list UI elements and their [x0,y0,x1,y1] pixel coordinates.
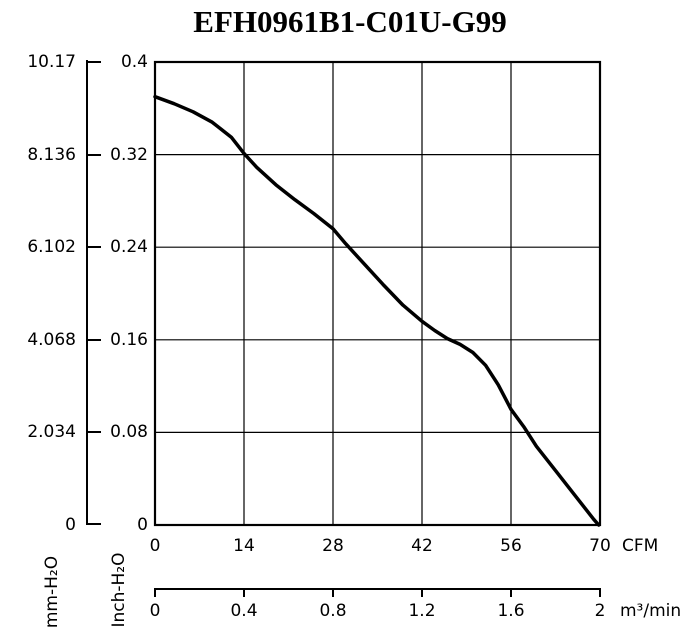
m3min-axis-line [155,588,601,590]
inch-axis-tick-label: 0 [137,515,148,535]
inch-axis-tick-label: 0.08 [110,422,148,442]
mm-axis-tick [88,431,101,433]
m3min-axis-tick [421,588,423,597]
cfm-axis-tick-label: 70 [589,536,611,556]
m3min-axis-tick-label: 0.4 [230,601,258,621]
cfm-axis-tick-label: 14 [233,536,255,556]
mm-axis-line [86,60,88,525]
mm-axis-tick [88,61,101,63]
mm-axis-tick-label: 6.102 [27,237,76,257]
cfm-axis-tick-label: 42 [411,536,433,556]
mm-axis-tick [88,523,101,525]
inch-axis-tick-label: 0.32 [110,145,148,165]
cfm-axis-tick-label: 0 [149,536,161,556]
cfm-axis-tick-label: 28 [322,536,344,556]
m3min-axis-tick-label: 1.2 [408,601,436,621]
mm-axis-tick-label: 0 [65,515,76,535]
mm-axis-tick-label: 2.034 [27,422,76,442]
m3min-axis-tick-label: 0.8 [319,601,347,621]
mm-axis-tick-label: 10.17 [27,52,76,72]
inch-axis-tick-label: 0.24 [110,237,148,257]
m3min-axis-unit-label: m³/min [620,601,682,621]
mm-axis-tick [88,154,101,156]
m3min-axis-tick-label: 2 [594,601,606,621]
cfm-axis-unit-label: CFM [622,536,659,556]
mm-axis-tick [88,339,101,341]
cfm-axis-tick-label: 56 [500,536,522,556]
chart-title: EFH0961B1-C01U-G99 [193,4,507,39]
inch-axis-tick-label: 0.16 [110,330,148,350]
m3min-axis-tick [154,588,156,597]
mm-axis-tick [88,246,101,248]
m3min-axis-tick [599,588,601,597]
m3min-axis-tick-label: 1.6 [497,601,525,621]
inch-axis-tick-label: 0.4 [120,52,148,72]
m3min-axis-tick [510,588,512,597]
m3min-axis-tick-label: 0 [149,601,161,621]
m3min-axis-tick [332,588,334,597]
m3min-axis-tick [243,588,245,597]
inch-h2o-axis-title: Inch-H₂O [109,552,129,628]
mm-axis-tick-label: 4.068 [27,330,76,350]
mm-axis-tick-label: 8.136 [27,145,76,165]
plot-area [153,60,602,527]
mm-h2o-axis-title: mm-H₂O [42,555,62,629]
